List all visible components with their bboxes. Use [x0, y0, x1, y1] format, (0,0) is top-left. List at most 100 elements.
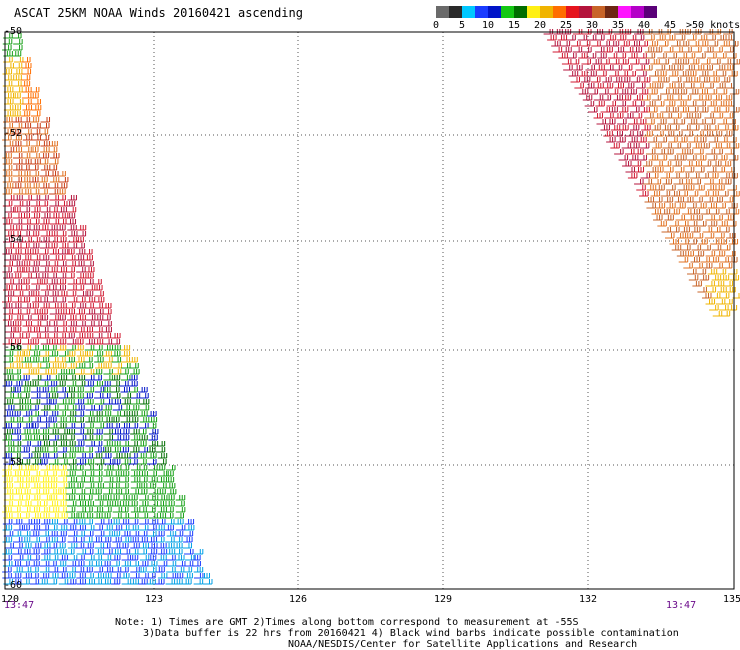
wind-barb — [66, 291, 77, 297]
wind-barb — [75, 363, 86, 369]
wind-barb — [66, 567, 76, 573]
wind-barb — [21, 405, 32, 411]
wind-barb — [30, 519, 41, 525]
wind-barb — [724, 215, 734, 221]
wind-barb — [11, 141, 22, 147]
wind-barb — [84, 483, 95, 489]
wind-barb — [708, 41, 719, 47]
wind-barb — [697, 221, 707, 227]
wind-barb — [692, 161, 703, 167]
wind-barb — [121, 555, 132, 561]
wind-barb — [157, 561, 168, 567]
wind-barb — [175, 555, 185, 561]
wind-barb — [688, 275, 699, 281]
wind-barb — [164, 477, 175, 483]
wind-barb — [191, 561, 201, 567]
wind-barb — [148, 435, 158, 441]
wind-barb — [682, 77, 693, 83]
wind-barb — [715, 233, 725, 239]
wind-barb — [112, 471, 122, 477]
wind-barb — [29, 243, 40, 249]
wind-barb — [76, 303, 87, 309]
wind-barb — [688, 137, 698, 143]
wind-barb — [148, 429, 159, 435]
wind-barb — [101, 513, 111, 519]
wind-barb — [637, 53, 647, 59]
wind-barb — [94, 297, 105, 303]
wind-barb — [39, 333, 49, 339]
wind-barb — [707, 89, 718, 95]
wind-barb — [11, 447, 21, 453]
wind-barb — [12, 165, 23, 171]
wind-barb — [65, 273, 75, 279]
wind-barb — [110, 387, 120, 393]
wind-barb — [4, 207, 15, 213]
wind-barb — [715, 251, 726, 257]
wind-barb — [38, 447, 49, 453]
wind-barb — [724, 149, 735, 155]
wind-barb — [30, 255, 41, 261]
wind-barb — [630, 41, 641, 47]
wind-barb — [703, 131, 714, 137]
wind-barb — [48, 501, 59, 507]
wind-barb — [725, 167, 735, 173]
wind-barb — [552, 47, 563, 53]
wind-barb — [137, 459, 147, 465]
wind-barb — [76, 573, 86, 579]
wind-barb — [165, 549, 176, 555]
wind-barb — [679, 71, 689, 77]
wind-barb — [66, 375, 76, 381]
wind-barb — [701, 245, 711, 251]
wind-barb — [93, 303, 103, 309]
wind-barb — [12, 33, 22, 39]
wind-barb — [56, 363, 67, 369]
wind-barb — [645, 53, 656, 59]
wind-barb — [11, 339, 22, 345]
wind-barb — [38, 327, 49, 333]
wind-barb — [75, 375, 86, 381]
wind-barb — [717, 239, 728, 245]
wind-barb — [164, 471, 174, 477]
wind-barb — [22, 135, 33, 141]
wind-barb — [165, 495, 175, 501]
wind-barb — [20, 81, 31, 87]
wind-barb — [120, 549, 131, 555]
wind-barb — [65, 255, 76, 261]
wind-barb — [586, 53, 597, 59]
wind-barb — [83, 519, 93, 525]
wind-barb — [58, 249, 69, 255]
wind-barb — [13, 39, 23, 45]
wind-barb — [120, 351, 131, 357]
wind-barb — [111, 357, 122, 363]
wind-barb — [75, 309, 86, 315]
wind-barb — [183, 561, 194, 567]
wind-barb — [20, 225, 31, 231]
wind-barb — [157, 501, 167, 507]
wind-barb — [85, 555, 95, 561]
wind-barb — [13, 237, 24, 243]
wind-barb — [614, 149, 624, 155]
wind-barb — [40, 165, 51, 171]
wind-barb — [640, 173, 651, 179]
wind-barb — [22, 87, 32, 93]
wind-barb — [173, 579, 183, 585]
wind-barb — [654, 167, 664, 173]
wind-barb — [664, 149, 674, 155]
wind-barb — [11, 243, 22, 249]
wind-barb — [119, 381, 129, 387]
wind-barb — [606, 101, 617, 107]
wind-barb — [2, 159, 13, 165]
wind-barb — [719, 257, 729, 263]
wind-barb — [139, 393, 149, 399]
wind-barb — [4, 441, 15, 447]
wind-barb — [662, 179, 672, 185]
wind-barb — [11, 429, 21, 435]
wind-barb — [693, 95, 703, 101]
wind-barb — [66, 525, 77, 531]
wind-barb — [694, 83, 704, 89]
wind-barb — [13, 483, 24, 489]
wind-barb — [681, 125, 691, 131]
wind-barb — [83, 429, 94, 435]
lon-label-120: 120 — [0, 594, 20, 605]
wind-barb — [76, 279, 86, 285]
